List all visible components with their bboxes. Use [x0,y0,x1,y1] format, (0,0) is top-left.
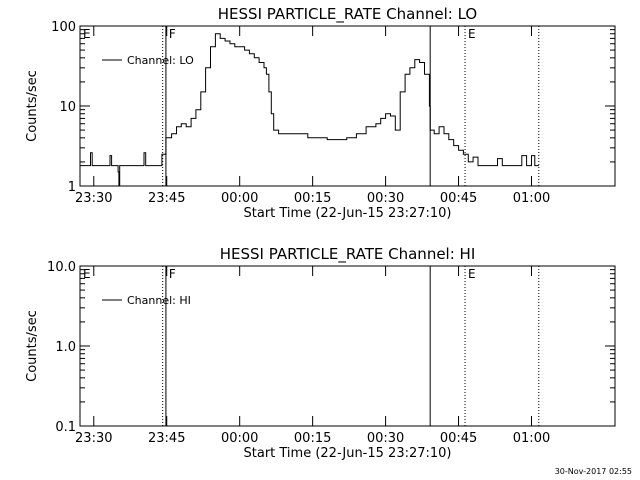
timestamp: 30-Nov-2017 02:55 [554,467,632,476]
chart-title: HESSI PARTICLE_RATE Channel: LO [218,5,477,24]
x-tick-label: 00:00 [221,431,258,446]
x-axis-label: Start Time (22-Jun-15 23:27:10) [244,446,452,461]
x-tick-label: 23:30 [75,431,112,446]
y-tick-label: 1 [68,180,76,195]
panel-lo: HESSI PARTICLE_RATE Channel: LO 1 10 100 Cou… [25,5,616,221]
y-axis-label: Counts/sec [25,70,40,142]
y-tick-label: 0.1 [55,420,76,435]
y-axis-label: Counts/sec [25,310,40,382]
legend-label: Channel: HI [127,294,191,307]
x-tick-label: 23:30 [75,191,112,206]
x-tick-label: 23:45 [148,431,185,446]
series-line [80,33,539,187]
y-tick-label: 10 [59,100,76,115]
x-axis-label: Start Time (22-Jun-15 23:27:10) [244,206,452,221]
panel-hi: HESSI PARTICLE_RATE Channel: HI 0.1 1.0 10.… [25,245,616,461]
x-tick-label: 01:00 [513,431,550,446]
marker-label: E [83,267,91,281]
x-tick-label: 00:30 [367,191,404,206]
x-tick-label: 00:00 [221,191,258,206]
marker-label: E [468,267,476,281]
x-tick-label: 00:15 [294,191,331,206]
marker-label: F [169,27,176,41]
x-tick-label: 00:15 [294,431,331,446]
plot-frame [79,265,616,427]
marker-label: F [169,267,176,281]
x-tick-label: 01:00 [513,191,550,206]
chart-title: HESSI PARTICLE_RATE Channel: HI [220,245,476,264]
legend-label: Channel: LO [127,54,194,67]
x-tick-label: 23:45 [148,191,185,206]
y-tick-label: 100 [51,20,76,35]
x-tick-label: 00:30 [367,431,404,446]
x-tick-label: 00:45 [440,431,477,446]
marker-label: E [83,27,91,41]
y-tick-label: 10.0 [47,260,76,275]
x-tick-label: 00:45 [440,191,477,206]
y-tick-label: 1.0 [55,340,76,355]
marker-label: E [468,27,476,41]
